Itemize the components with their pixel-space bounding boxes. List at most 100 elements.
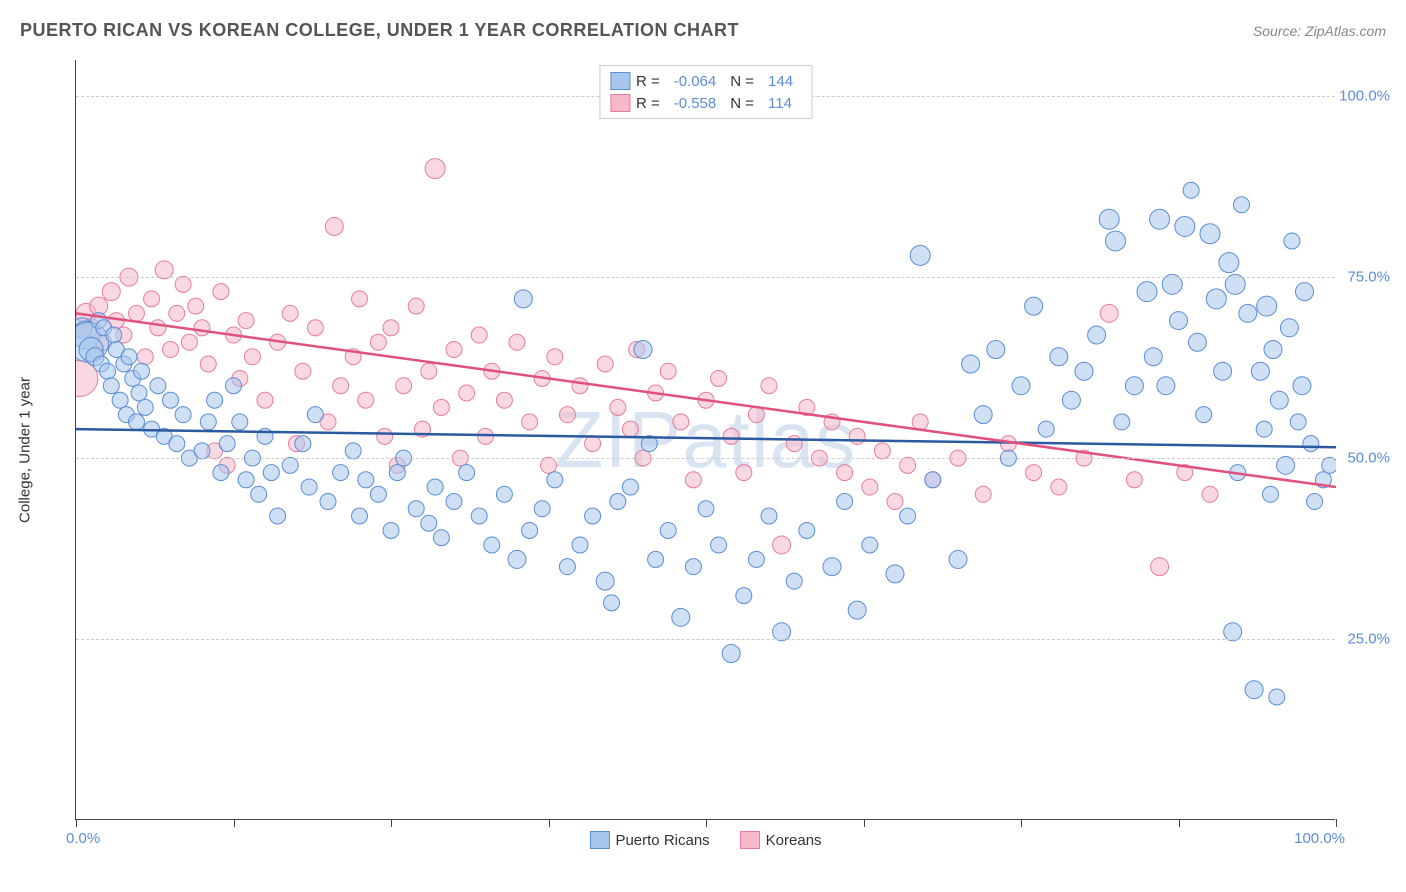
scatter-point-blue: [1245, 681, 1263, 699]
scatter-point-blue: [547, 472, 563, 488]
scatter-point-blue: [1206, 289, 1226, 309]
x-tick: [234, 819, 235, 827]
scatter-point-blue: [1062, 391, 1080, 409]
scatter-point-blue: [103, 378, 119, 394]
scatter-point-pink: [975, 486, 991, 502]
scatter-point-blue: [134, 363, 150, 379]
stats-swatch: [610, 72, 630, 90]
scatter-point-blue: [251, 486, 267, 502]
scatter-point-pink: [150, 320, 166, 336]
scatter-point-blue: [383, 522, 399, 538]
scatter-point-blue: [194, 443, 210, 459]
scatter-point-pink: [433, 399, 449, 415]
x-tick: [1179, 819, 1180, 827]
scatter-point-pink: [912, 414, 928, 430]
scatter-point-pink: [559, 407, 575, 423]
scatter-point-blue: [660, 522, 676, 538]
scatter-point-blue: [1322, 457, 1336, 473]
scatter-point-blue: [1170, 312, 1188, 330]
scatter-point-pink: [163, 342, 179, 358]
scatter-point-blue: [604, 595, 620, 611]
scatter-point-blue: [226, 378, 242, 394]
scatter-point-pink: [446, 342, 462, 358]
x-tick: [1021, 819, 1022, 827]
scatter-point-blue: [301, 479, 317, 495]
scatter-point-blue: [1307, 494, 1323, 510]
scatter-point-blue: [925, 472, 941, 488]
chart-source: Source: ZipAtlas.com: [1253, 23, 1386, 39]
scatter-point-blue: [1262, 486, 1278, 502]
scatter-point-pink: [1126, 472, 1142, 488]
chart-title: PUERTO RICAN VS KOREAN COLLEGE, UNDER 1 …: [20, 20, 739, 41]
scatter-point-pink: [660, 363, 676, 379]
series-legend: Puerto Ricans Koreans: [589, 831, 821, 849]
stats-r-value: -0.064: [674, 73, 717, 90]
scatter-point-pink: [471, 327, 487, 343]
stats-row: R =-0.064N =144: [610, 70, 801, 92]
scatter-point-pink: [622, 421, 638, 437]
scatter-point-blue: [333, 465, 349, 481]
scatter-point-blue: [1269, 689, 1285, 705]
scatter-point-blue: [200, 414, 216, 430]
scatter-point-pink: [188, 298, 204, 314]
scatter-point-blue: [112, 392, 128, 408]
scatter-point-pink: [673, 414, 689, 430]
scatter-point-blue: [358, 472, 374, 488]
scatter-point-blue: [1106, 231, 1126, 251]
scatter-point-pink: [194, 320, 210, 336]
legend-item-blue: Puerto Ricans: [589, 831, 709, 849]
legend-label-pink: Koreans: [766, 832, 822, 849]
scatter-point-blue: [1303, 436, 1319, 452]
scatter-point-pink: [307, 320, 323, 336]
legend-swatch-pink: [740, 831, 760, 849]
scatter-point-pink: [541, 457, 557, 473]
scatter-point-pink: [200, 356, 216, 372]
plot-area: ZIPatlas 25.0%50.0%75.0%100.0% 0.0% 100.…: [75, 60, 1335, 820]
scatter-point-blue: [748, 551, 764, 567]
scatter-point-pink: [213, 284, 229, 300]
stats-r-value: -0.558: [674, 95, 717, 112]
scatter-point-blue: [433, 530, 449, 546]
scatter-point-blue: [799, 522, 815, 538]
x-axis-max-label: 100.0%: [1294, 830, 1345, 847]
scatter-point-pink: [295, 363, 311, 379]
scatter-point-blue: [1219, 253, 1239, 273]
scatter-point-pink: [137, 349, 153, 365]
scatter-point-pink: [128, 305, 144, 321]
scatter-point-blue: [1125, 377, 1143, 395]
scatter-point-blue: [1188, 333, 1206, 351]
gridline-h: [76, 639, 1335, 640]
scatter-point-blue: [910, 245, 930, 265]
scatter-point-blue: [408, 501, 424, 517]
stats-n-value: 114: [768, 95, 792, 112]
scatter-point-pink: [325, 217, 343, 235]
x-axis-min-label: 0.0%: [66, 830, 100, 847]
scatter-point-blue: [320, 494, 336, 510]
scatter-point-pink: [257, 392, 273, 408]
scatter-point-pink: [887, 494, 903, 510]
scatter-point-blue: [121, 349, 137, 365]
scatter-point-blue: [786, 573, 802, 589]
scatter-point-blue: [131, 385, 147, 401]
chart-header: PUERTO RICAN VS KOREAN COLLEGE, UNDER 1 …: [0, 0, 1406, 51]
scatter-point-pink: [238, 313, 254, 329]
scatter-point-blue: [722, 645, 740, 663]
scatter-point-blue: [1137, 282, 1157, 302]
scatter-point-blue: [459, 465, 475, 481]
scatter-point-pink: [597, 356, 613, 372]
x-tick: [391, 819, 392, 827]
scatter-point-blue: [1150, 209, 1170, 229]
scatter-point-blue: [1293, 377, 1311, 395]
scatter-point-pink: [723, 428, 739, 444]
legend-swatch-blue: [589, 831, 609, 849]
scatter-point-blue: [761, 508, 777, 524]
scatter-point-blue: [163, 392, 179, 408]
scatter-point-blue: [232, 414, 248, 430]
scatter-point-blue: [736, 588, 752, 604]
scatter-point-pink: [1151, 558, 1169, 576]
scatter-point-blue: [169, 436, 185, 452]
scatter-point-blue: [137, 399, 153, 415]
scatter-point-pink: [610, 399, 626, 415]
scatter-point-blue: [389, 465, 405, 481]
scatter-point-blue: [559, 559, 575, 575]
